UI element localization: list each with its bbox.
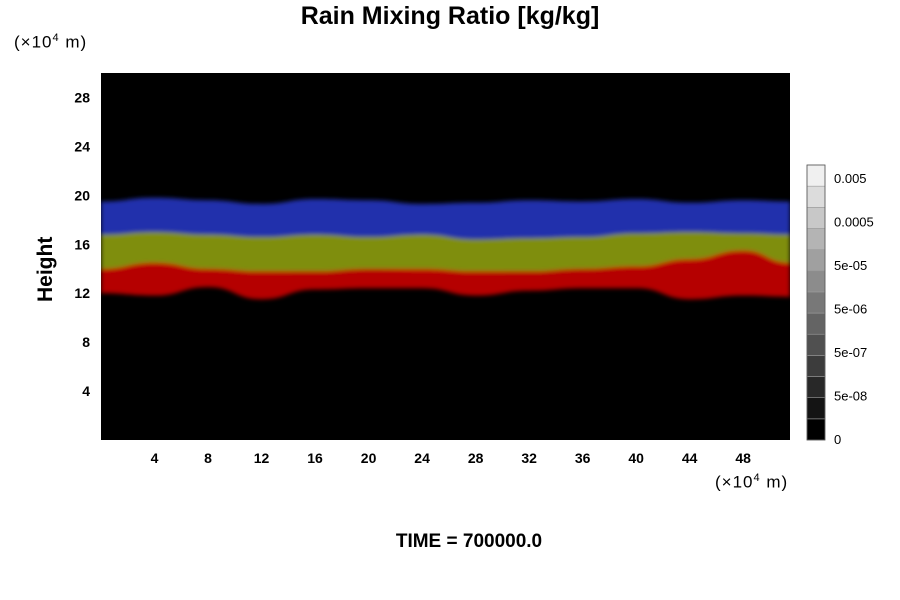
colorbar-segment bbox=[806, 185, 826, 208]
colorbar-segment bbox=[806, 207, 826, 229]
time-footer: TIME = 700000.0 bbox=[395, 531, 543, 552]
x-unit-prefix: (×10 bbox=[715, 472, 754, 492]
x-axis: 4 8 12 16 20 24 28 32 36 40 44 48 bbox=[151, 450, 752, 466]
colorbar-segment bbox=[806, 376, 826, 398]
x-tick-label: 20 bbox=[361, 450, 377, 466]
x-tick-label: 4 bbox=[151, 450, 159, 466]
colorbar-label: 5e-07 bbox=[834, 345, 867, 360]
x-axis-unit: (×104 m) bbox=[715, 472, 788, 493]
colorbar-segment bbox=[806, 312, 826, 335]
y-axis-unit: (×104 m) bbox=[14, 32, 87, 53]
x-tick-label: 28 bbox=[468, 450, 484, 466]
colorbar: 0.005 0.0005 5e-05 5e-06 5e-07 5e-08 0 bbox=[806, 164, 874, 447]
y-tick-label: 12 bbox=[74, 285, 90, 301]
colorbar-label: 0.0005 bbox=[834, 215, 874, 230]
colorbar-segment bbox=[806, 333, 826, 356]
colorbar-segment bbox=[806, 164, 826, 187]
colorbar-segment bbox=[806, 228, 826, 250]
colorbar-segment bbox=[806, 397, 826, 420]
colorbar-segment bbox=[806, 270, 826, 293]
y-tick-label: 8 bbox=[82, 334, 90, 350]
y-tick-label: 28 bbox=[74, 89, 90, 105]
y-unit-suffix: m) bbox=[59, 32, 88, 52]
colorbar-segment bbox=[806, 291, 826, 314]
y-tick-label: 4 bbox=[82, 383, 90, 399]
rain-field bbox=[101, 197, 790, 300]
y-axis-label-wrap: Height bbox=[28, 236, 58, 302]
chart-title: Rain Mixing Ratio [kg/kg] bbox=[300, 2, 600, 30]
x-tick-label: 12 bbox=[254, 450, 270, 466]
x-tick-label: 48 bbox=[735, 450, 751, 466]
colorbar-segment bbox=[806, 418, 826, 441]
x-tick-label: 24 bbox=[414, 450, 430, 466]
colorbar-frame bbox=[806, 164, 826, 441]
y-tick-label: 20 bbox=[74, 187, 90, 203]
colorbar-label: 0.005 bbox=[834, 171, 867, 186]
y-axis: 4 8 12 16 20 24 28 bbox=[74, 89, 90, 399]
colorbar-segment bbox=[806, 355, 826, 377]
colorbar-label: 5e-06 bbox=[834, 302, 867, 317]
x-tick-label: 32 bbox=[521, 450, 537, 466]
x-tick-label: 16 bbox=[307, 450, 323, 466]
field-layer-olive bbox=[101, 232, 790, 274]
y-tick-label: 16 bbox=[74, 236, 90, 252]
field-layer-red bbox=[101, 250, 790, 300]
x-tick-label: 40 bbox=[628, 450, 644, 466]
x-tick-label: 36 bbox=[575, 450, 591, 466]
x-tick-label: 44 bbox=[682, 450, 698, 466]
colorbar-label: 5e-05 bbox=[834, 258, 867, 273]
y-axis-label: Height bbox=[34, 236, 57, 302]
y-unit-exponent: 4 bbox=[52, 32, 60, 44]
x-unit-suffix: m) bbox=[760, 472, 789, 492]
colorbar-label: 5e-08 bbox=[834, 389, 867, 404]
colorbar-segment bbox=[806, 249, 826, 272]
y-tick-label: 24 bbox=[74, 138, 90, 154]
y-unit-prefix: (×10 bbox=[14, 32, 53, 52]
colorbar-label: 0 bbox=[834, 432, 841, 447]
x-tick-label: 8 bbox=[204, 450, 212, 466]
x-unit-exponent: 4 bbox=[753, 472, 761, 484]
field-layer-blue bbox=[101, 197, 790, 241]
